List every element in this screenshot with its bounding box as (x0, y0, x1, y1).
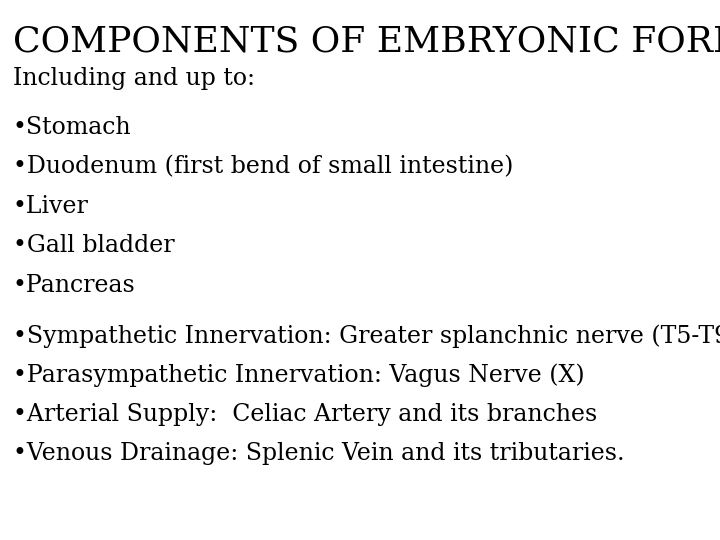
Text: •Liver: •Liver (13, 195, 89, 218)
Text: •Arterial Supply:  Celiac Artery and its branches: •Arterial Supply: Celiac Artery and its … (13, 403, 597, 426)
Text: •Venous Drainage: Splenic Vein and its tributaries.: •Venous Drainage: Splenic Vein and its t… (13, 442, 624, 465)
Text: •Parasympathetic Innervation: Vagus Nerve (X): •Parasympathetic Innervation: Vagus Nerv… (13, 363, 585, 387)
Text: •Sympathetic Innervation: Greater splanchnic nerve (T5-T9): •Sympathetic Innervation: Greater splanc… (13, 324, 720, 348)
Text: •Stomach: •Stomach (13, 116, 132, 139)
Text: COMPONENTS OF EMBRYONIC FOREGUT: COMPONENTS OF EMBRYONIC FOREGUT (13, 24, 720, 58)
Text: •Duodenum (first bend of small intestine): •Duodenum (first bend of small intestine… (13, 156, 513, 179)
Text: •Gall bladder: •Gall bladder (13, 234, 174, 258)
Text: Including and up to:: Including and up to: (13, 68, 255, 91)
Text: •Pancreas: •Pancreas (13, 274, 135, 297)
